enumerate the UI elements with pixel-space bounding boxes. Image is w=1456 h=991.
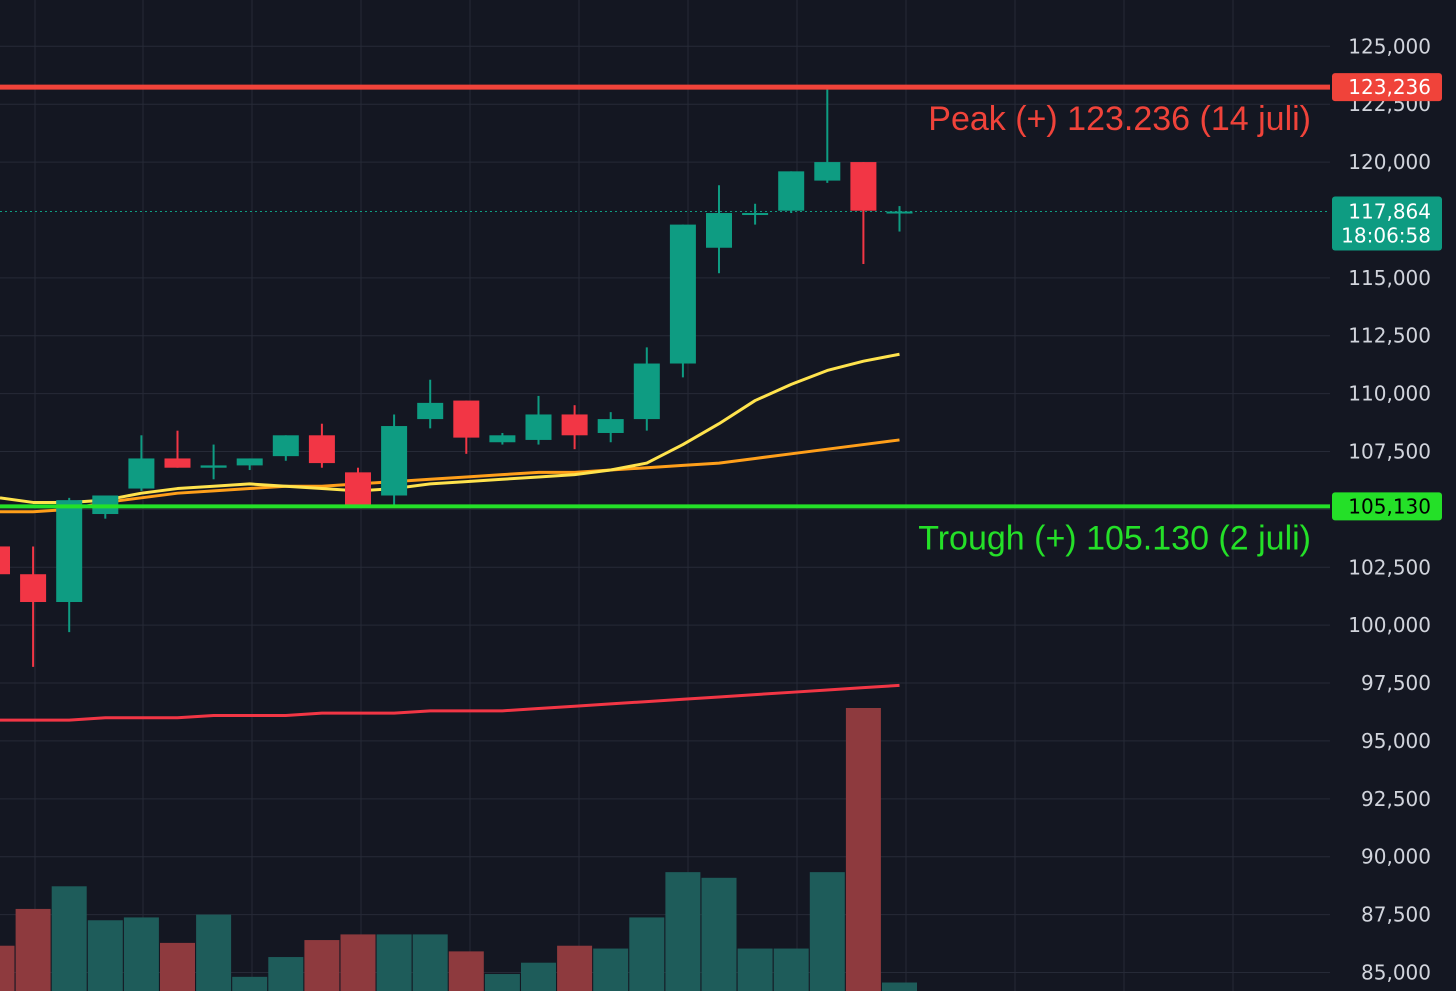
volume-bar [484,974,520,991]
bar-countdown-label: 18:06:58 [1341,224,1431,248]
volume-bar [737,948,773,991]
y-axis-tick-label: 120,000 [1348,150,1431,174]
moving-average-mid-line [0,438,900,514]
candle-body[interactable] [742,213,769,216]
candle-body[interactable] [525,414,552,440]
volume-bar [232,976,268,991]
candle-body[interactable] [597,419,624,433]
y-axis-tick-label: 85,000 [1361,960,1431,984]
volume-bar [0,945,15,991]
y-axis-tick-label: 97,500 [1361,671,1431,695]
y-axis-tick-label: 115,000 [1348,266,1431,290]
volume-bar [593,948,629,991]
volume-bar [809,872,845,991]
candle-body[interactable] [669,224,696,364]
volume-bar [448,951,484,991]
candle-body[interactable] [308,435,335,464]
y-axis-tick-label: 90,000 [1361,845,1431,869]
volume-bar [160,942,195,991]
candle-body[interactable] [200,465,227,468]
candle-body[interactable] [633,363,660,420]
candle-body[interactable] [20,574,47,603]
y-axis-tick-label: 110,000 [1348,382,1431,406]
candle-body[interactable] [345,472,371,505]
last-price-tag-label: 117,864 [1348,200,1431,224]
moving-average-slow-line [0,683,900,722]
volume-bar [629,917,665,991]
volume-bar [15,908,51,991]
volume-bar [412,934,448,991]
candle-body[interactable] [489,435,516,443]
volume-bar [701,877,737,991]
y-axis-tick-label: 100,000 [1348,613,1431,637]
trough-annotation: Trough (+) 105.130 (2 juli) [918,519,1311,557]
y-axis-tick-label: 92,500 [1361,787,1431,811]
moving-average-fast-line [0,352,900,504]
candle-body[interactable] [706,213,732,248]
candle-body[interactable] [453,400,480,438]
candle-body[interactable] [886,211,913,214]
volume-bar [123,917,159,991]
y-axis-tick-label: 125,000 [1348,34,1431,58]
candle-body[interactable] [778,171,805,211]
candle-body[interactable] [128,458,155,489]
volume-bar [340,934,376,991]
volume-bar [304,940,340,991]
candle-body[interactable] [236,458,263,466]
peak-annotation: Peak (+) 123.236 (14 juli) [928,100,1311,138]
y-axis-tick-label: 107,500 [1348,440,1431,464]
last-price-tag [1332,196,1442,251]
peak-price-tag-label: 123,236 [1348,75,1431,99]
candle-body[interactable] [850,162,877,211]
candle-body[interactable] [164,458,191,468]
volume-bar [773,948,809,991]
candle-body[interactable] [561,414,588,436]
y-axis-tick-label: 112,500 [1348,324,1431,348]
candle-body[interactable] [272,435,299,457]
trough-price-tag [1332,492,1442,521]
volume-bar [845,708,881,991]
volume-bar [196,914,232,991]
candle-body[interactable] [56,500,83,603]
y-axis-tick-label: 102,500 [1348,555,1431,579]
volume-bar [557,945,593,991]
y-axis-tick-label: 95,000 [1361,729,1431,753]
y-axis-tick-label: 87,500 [1361,903,1431,927]
volume-bar [882,982,917,991]
volume-bar [376,934,412,991]
volume-bar [268,957,304,991]
volume-bar [665,872,701,991]
volume-bar [87,920,123,991]
candle-body[interactable] [381,426,408,496]
volume-bar [521,962,556,991]
candle-body[interactable] [417,402,444,420]
peak-price-tag [1332,73,1442,102]
trough-price-tag-label: 105,130 [1348,494,1431,518]
candle-body[interactable] [814,162,841,181]
candle-body[interactable] [0,546,10,575]
volume-bar [51,886,87,991]
